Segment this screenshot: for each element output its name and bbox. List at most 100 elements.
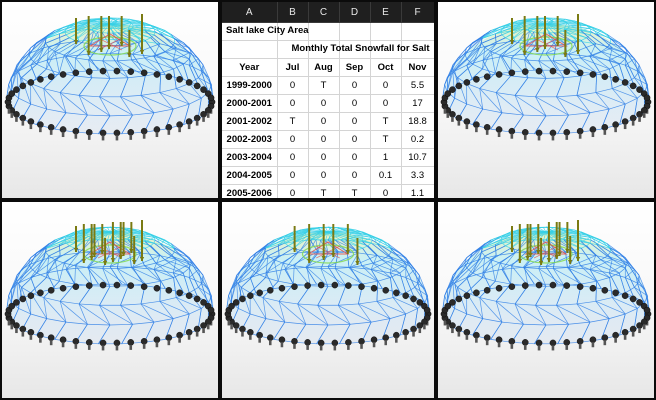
snowfall-cell[interactable]: 0 <box>308 94 340 113</box>
snowfall-cell[interactable]: T <box>370 130 402 149</box>
sheet-title-cell[interactable]: Salt lake City Area <box>222 22 309 41</box>
snowfall-cell[interactable]: 0 <box>308 166 340 185</box>
dome-view-1 <box>2 2 218 198</box>
snowfall-cell[interactable]: 5.5 <box>401 76 434 95</box>
snowfall-cell[interactable]: 0 <box>308 112 340 131</box>
dome-view-3 <box>2 202 218 398</box>
column-header-row: A B C D E F <box>222 2 434 23</box>
spreadsheet-grid: A B C D E F Salt lake City Area Monthly … <box>222 2 434 198</box>
header-cell[interactable]: Year <box>222 58 278 77</box>
load-arrow-icon <box>73 220 145 265</box>
cell[interactable] <box>370 22 402 41</box>
cell[interactable] <box>222 40 278 59</box>
snowfall-cell[interactable]: T <box>308 76 340 95</box>
snowfall-cell[interactable]: 0 <box>339 76 371 95</box>
snowfall-cell[interactable]: 0 <box>370 76 402 95</box>
header-cell[interactable]: Sep <box>339 58 371 77</box>
header-cell[interactable]: Oct <box>370 58 402 77</box>
snowfall-cell[interactable]: 0 <box>277 130 309 149</box>
snowfall-cell[interactable]: 3.3 <box>401 166 434 185</box>
cell[interactable] <box>401 40 434 59</box>
year-cell[interactable]: 2003-2004 <box>222 148 278 167</box>
snowfall-cell[interactable]: 17 <box>401 94 434 113</box>
dome-svg <box>224 224 432 351</box>
dome-view-4 <box>222 202 434 398</box>
load-arrow-icon <box>509 14 581 57</box>
snowfall-cell[interactable]: 0 <box>370 94 402 113</box>
cell[interactable] <box>308 40 340 59</box>
snowfall-cell[interactable]: 0 <box>277 184 309 198</box>
dome-svg <box>4 220 216 351</box>
table-row: 1999-2000 0 T 0 0 5.5 <box>222 76 434 95</box>
snowfall-cell[interactable]: 1.1 <box>401 184 434 198</box>
column-header-b[interactable]: B <box>277 2 309 23</box>
snowfall-cell[interactable]: 0.2 <box>401 130 434 149</box>
table-row: 2000-2001 0 0 0 0 17 <box>222 94 434 113</box>
snowfall-cell[interactable]: 10.7 <box>401 148 434 167</box>
stress-crown <box>301 241 355 264</box>
snowfall-cell[interactable]: 0 <box>277 94 309 113</box>
load-arrow-icon <box>292 224 360 265</box>
sheet-subtitle-cell[interactable]: Monthly Total Snowfall for Salt <box>277 40 430 59</box>
cell[interactable] <box>370 40 402 59</box>
dome-svg <box>440 14 652 141</box>
table-row: 2004-2005 0 0 0 0.1 3.3 <box>222 166 434 185</box>
snowfall-cell[interactable]: 0 <box>339 166 371 185</box>
column-header-f[interactable]: F <box>401 2 434 23</box>
table-row: 2002-2003 0 0 0 T 0.2 <box>222 130 434 149</box>
header-cell[interactable]: Jul <box>277 58 309 77</box>
cell[interactable] <box>339 40 371 59</box>
dome-view-2 <box>438 2 654 198</box>
cell[interactable] <box>277 22 309 41</box>
snowfall-cell[interactable]: 0 <box>339 130 371 149</box>
snowfall-cell[interactable]: T <box>339 184 371 198</box>
header-cell[interactable]: Aug <box>308 58 340 77</box>
snowfall-cell[interactable]: T <box>277 112 309 131</box>
column-header-e[interactable]: E <box>370 2 402 23</box>
title-row: Salt lake City Area <box>222 22 434 41</box>
header-cell[interactable]: Nov <box>401 58 434 77</box>
dome-svg <box>440 220 652 351</box>
data-rows: 1999-2000 0 T 0 0 5.5 2000-2001 0 0 0 0 17 2001-2002… <box>222 76 434 198</box>
snowfall-cell[interactable]: 0 <box>308 130 340 149</box>
year-cell[interactable]: 2004-2005 <box>222 166 278 185</box>
support-node-icon <box>4 67 216 141</box>
cell[interactable] <box>308 22 340 41</box>
support-node-icon <box>440 67 652 141</box>
sheet-subtitle: Monthly Total Snowfall for Salt <box>291 43 430 54</box>
year-cell[interactable]: 2002-2003 <box>222 130 278 149</box>
load-arrow-icon <box>73 14 145 57</box>
snowfall-spreadsheet[interactable]: A B C D E F Salt lake City Area Monthly … <box>222 2 434 198</box>
table-row: 2005-2006 0 T T 0 1.1 <box>222 184 434 198</box>
snowfall-cell[interactable]: 0 <box>339 148 371 167</box>
geodesic-mesh <box>6 226 214 345</box>
year-cell[interactable]: 2000-2001 <box>222 94 278 113</box>
column-header-c[interactable]: C <box>308 2 340 23</box>
year-cell[interactable]: 1999-2000 <box>222 76 278 95</box>
dome-svg <box>4 14 216 141</box>
dome-view-5 <box>438 202 654 398</box>
snowfall-cell[interactable]: 0 <box>339 94 371 113</box>
column-header-a[interactable]: A <box>222 2 278 23</box>
year-cell[interactable]: 2005-2006 <box>222 184 278 198</box>
snowfall-cell[interactable]: 0 <box>339 112 371 131</box>
table-row: 2003-2004 0 0 0 1 10.7 <box>222 148 434 167</box>
snowfall-cell[interactable]: 0 <box>308 148 340 167</box>
support-node-icon <box>440 281 652 351</box>
snowfall-cell[interactable]: 0.1 <box>370 166 402 185</box>
snowfall-cell[interactable]: 0 <box>277 166 309 185</box>
geodesic-mesh <box>6 17 214 135</box>
support-node-icon <box>224 281 432 351</box>
snowfall-cell[interactable]: T <box>308 184 340 198</box>
snowfall-cell[interactable]: T <box>370 112 402 131</box>
cell[interactable] <box>401 22 434 41</box>
year-cell[interactable]: 2001-2002 <box>222 112 278 131</box>
snowfall-cell[interactable]: 0 <box>277 76 309 95</box>
load-arrow-icon <box>509 220 581 265</box>
snowfall-cell[interactable]: 1 <box>370 148 402 167</box>
snowfall-cell[interactable]: 0 <box>277 148 309 167</box>
cell[interactable] <box>339 22 371 41</box>
column-header-d[interactable]: D <box>339 2 371 23</box>
snowfall-cell[interactable]: 0 <box>370 184 402 198</box>
snowfall-cell[interactable]: 18.8 <box>401 112 434 131</box>
